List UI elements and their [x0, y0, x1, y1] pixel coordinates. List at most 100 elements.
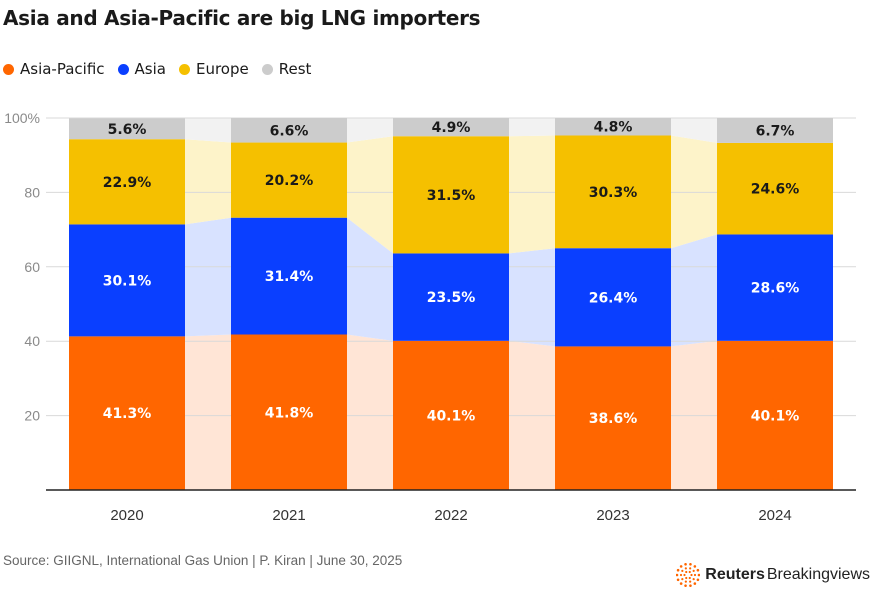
- legend-swatch-rest: [261, 63, 273, 75]
- logo-dot: [685, 570, 688, 574]
- x-tick-label-2023: 2023: [596, 507, 629, 524]
- logo-sub-text: Breakingviews: [766, 566, 870, 583]
- logo-dot: [681, 578, 684, 581]
- logo-dot: [696, 568, 700, 572]
- bar-europe-2020: [69, 139, 185, 225]
- bar-rest-2020: [69, 118, 185, 140]
- logo-dot: [697, 573, 701, 577]
- logo-dot: [689, 584, 693, 587]
- y-tick-label-80: 80: [24, 184, 40, 200]
- data-label-rest-2024: 6.7%: [756, 123, 795, 139]
- band-rest-2021-2022: [347, 118, 393, 143]
- logo-dot: [684, 563, 688, 566]
- band-rest-2020-2021: [185, 118, 231, 143]
- data-label-europe-2023: 30.3%: [589, 185, 638, 201]
- data-label-rest-2021: 6.6%: [270, 123, 309, 139]
- data-label-europe-2021: 20.2%: [265, 173, 314, 189]
- logo-dot: [680, 582, 683, 585]
- legend-label-asia-pacific: Asia-Pacific: [20, 60, 105, 78]
- legend: Asia-Pacific Asia Europe Rest: [3, 60, 311, 78]
- logo-dot: [693, 582, 697, 585]
- band-europe-2023-2024: [671, 135, 717, 249]
- x-tick-label-2020: 2020: [110, 507, 143, 524]
- y-tick-label-100: 100%: [4, 110, 40, 126]
- logo-dot: [680, 573, 683, 577]
- band-asia-pacific-2020-2021: [185, 334, 231, 490]
- logo-dot: [680, 565, 683, 568]
- bar-asia-pacific-2022: [393, 340, 509, 490]
- bar-asia-2021: [231, 217, 347, 335]
- legend-item-asia-pacific: Asia-Pacific: [3, 60, 105, 78]
- band-asia-2022-2023: [509, 248, 555, 347]
- logo-dot: [688, 576, 692, 580]
- data-label-rest-2023: 4.8%: [594, 120, 633, 136]
- data-label-asia-2023: 26.4%: [589, 290, 638, 306]
- x-tick-label-2021: 2021: [272, 507, 305, 524]
- band-rest-2023-2024: [671, 118, 717, 143]
- logo-dot: [692, 569, 696, 572]
- band-asia-2020-2021: [185, 217, 231, 337]
- logo-dot: [684, 584, 688, 587]
- bar-europe-2024: [717, 142, 833, 235]
- logo-brand-text: Reuters: [705, 566, 765, 583]
- chart-title: Asia and Asia-Pacific are big LNG import…: [3, 6, 481, 30]
- data-label-asia-pacific-2024: 40.1%: [751, 408, 800, 424]
- data-label-asia-2024: 28.6%: [751, 281, 800, 297]
- y-tick-label-60: 60: [24, 259, 40, 275]
- data-label-rest-2022: 4.9%: [432, 120, 471, 136]
- logo-dot: [689, 567, 692, 570]
- data-label-asia-2021: 31.4%: [265, 269, 314, 285]
- bar-rest-2024: [717, 118, 833, 143]
- bar-asia-pacific-2021: [231, 334, 347, 490]
- band-asia-pacific-2021-2022: [347, 334, 393, 490]
- bar-asia-2022: [393, 253, 509, 341]
- data-label-asia-pacific-2021: 41.8%: [265, 405, 314, 421]
- band-asia-2023-2024: [671, 234, 717, 347]
- logo-dot: [683, 573, 686, 577]
- logo-dot: [676, 573, 679, 577]
- bar-asia-pacific-2023: [555, 346, 671, 490]
- legend-item-asia: Asia: [117, 60, 166, 78]
- bar-asia-2020: [69, 224, 185, 337]
- band-europe-2021-2022: [347, 136, 393, 254]
- y-tick-label-40: 40: [24, 333, 40, 349]
- legend-label-rest: Rest: [278, 60, 312, 78]
- logo-dot: [681, 569, 684, 572]
- x-tick-label-2022: 2022: [434, 507, 467, 524]
- legend-label-europe: Europe: [195, 60, 249, 78]
- legend-item-europe: Europe: [178, 60, 249, 78]
- bar-asia-2024: [717, 234, 833, 341]
- data-label-rest-2020: 5.6%: [108, 122, 147, 138]
- logo-dot: [689, 563, 693, 566]
- logo-dot: [685, 567, 688, 570]
- bar-asia-pacific-2024: [717, 340, 833, 490]
- logo-dot: [693, 565, 697, 568]
- data-label-asia-pacific-2020: 41.3%: [103, 406, 152, 422]
- band-europe-2022-2023: [509, 135, 555, 254]
- logo-dot: [696, 578, 700, 582]
- legend-item-rest: Rest: [261, 60, 312, 78]
- logo-dot: [690, 573, 693, 577]
- reuters-logo-icon: [676, 563, 701, 587]
- data-label-asia-pacific-2022: 40.1%: [427, 408, 476, 424]
- logo-dot: [688, 570, 692, 574]
- source-note: Source: GIIGNL, International Gas Union …: [3, 553, 403, 568]
- data-label-asia-2020: 30.1%: [103, 273, 152, 289]
- logo-dot: [685, 576, 688, 580]
- legend-label-asia: Asia: [134, 60, 166, 78]
- data-label-europe-2022: 31.5%: [427, 188, 476, 204]
- band-rest-2022-2023: [509, 118, 555, 137]
- logo-dot: [685, 580, 688, 583]
- bar-rest-2022: [393, 118, 509, 137]
- logo-dot: [694, 573, 697, 577]
- band-europe-2020-2021: [185, 139, 231, 225]
- bar-rest-2021: [231, 118, 347, 143]
- bar-europe-2023: [555, 135, 671, 249]
- legend-swatch-europe: [178, 63, 190, 75]
- logo-dot: [692, 578, 696, 581]
- bar-asia-pacific-2020: [69, 336, 185, 490]
- bar-europe-2021: [231, 142, 347, 218]
- bar-asia-2023: [555, 248, 671, 347]
- bar-europe-2022: [393, 136, 509, 254]
